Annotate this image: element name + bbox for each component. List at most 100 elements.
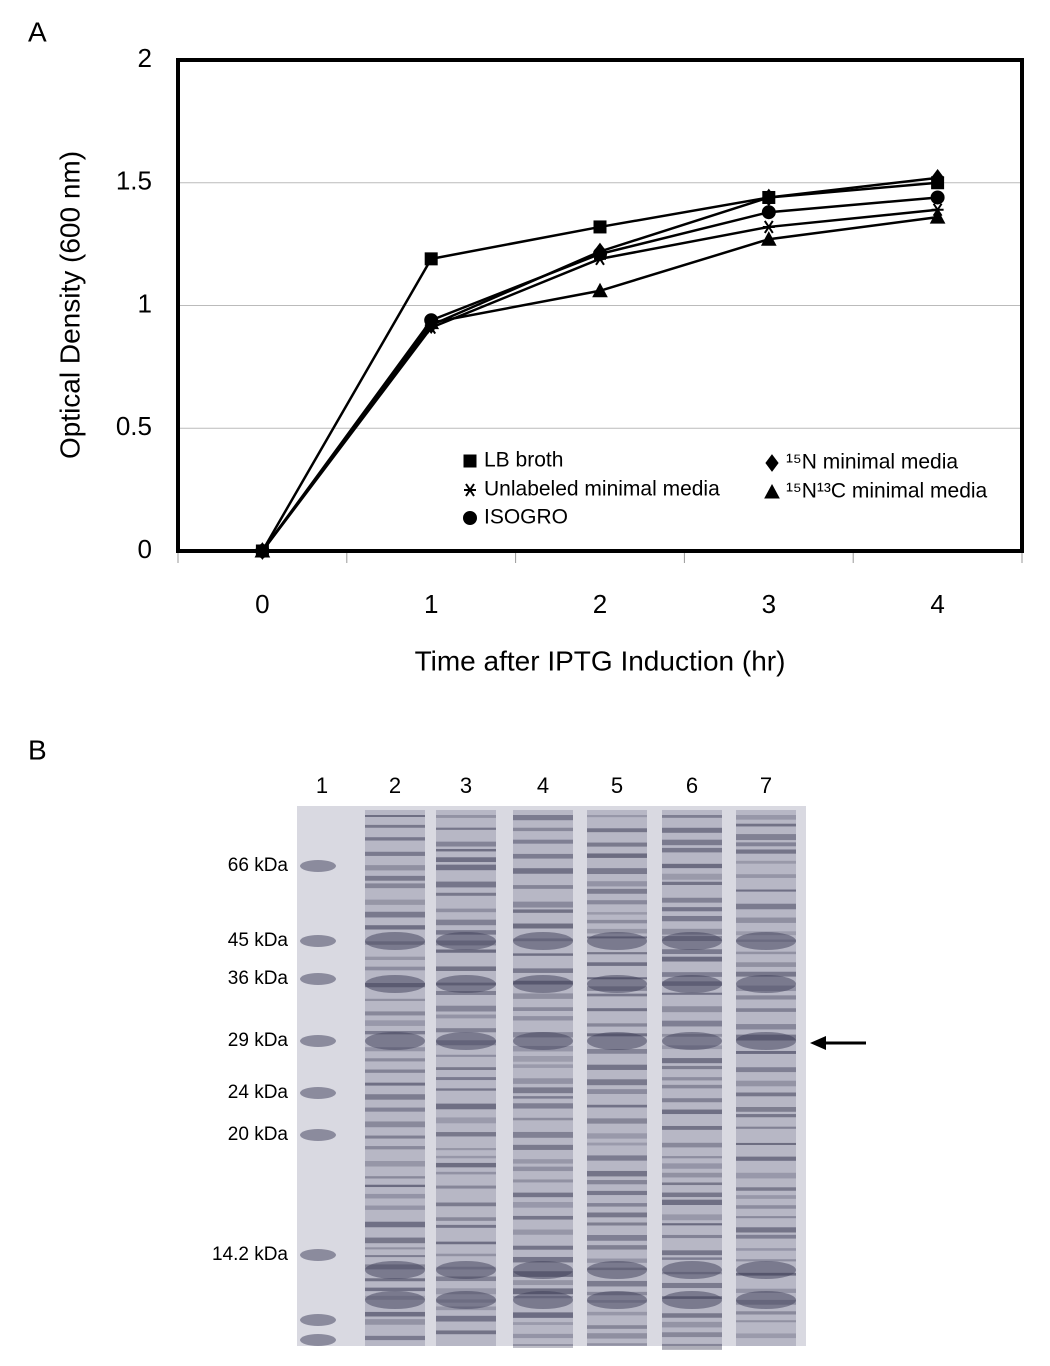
gel-band bbox=[365, 851, 425, 856]
gel-band bbox=[300, 860, 336, 872]
marker bbox=[593, 220, 607, 234]
gel-band bbox=[365, 1205, 425, 1210]
gel-band bbox=[513, 839, 573, 844]
gel-band bbox=[587, 1261, 647, 1279]
gel-band bbox=[662, 881, 722, 885]
gel-band bbox=[587, 1170, 647, 1177]
gel-band bbox=[436, 841, 496, 847]
lane-label: 1 bbox=[316, 773, 328, 798]
gel-lane bbox=[662, 810, 722, 1346]
gel-band bbox=[436, 932, 496, 950]
marker-label: 36 kDa bbox=[228, 968, 289, 989]
gel-band bbox=[587, 1333, 647, 1339]
gel-band bbox=[662, 975, 722, 993]
y-tick-label: 0 bbox=[138, 534, 152, 564]
gel-band bbox=[365, 1032, 425, 1050]
gel-band bbox=[587, 932, 647, 950]
gel-band bbox=[513, 1192, 573, 1198]
panel-label: B bbox=[28, 734, 47, 765]
gel-band bbox=[587, 888, 647, 894]
gel-band bbox=[513, 1280, 573, 1286]
gel-band bbox=[513, 868, 573, 874]
lane-label: 5 bbox=[611, 773, 623, 798]
gel-band bbox=[736, 842, 796, 847]
gel-band bbox=[736, 834, 796, 841]
gel-band bbox=[587, 1049, 647, 1054]
legend-label: Unlabeled minimal media bbox=[484, 478, 720, 501]
gel-band bbox=[736, 1080, 796, 1087]
gel-band bbox=[736, 1311, 796, 1315]
gel-band bbox=[662, 1182, 722, 1186]
gel-band bbox=[736, 1216, 796, 1219]
gel-band bbox=[736, 1114, 796, 1118]
gel-band bbox=[513, 853, 573, 859]
gel-band bbox=[587, 1212, 647, 1218]
gel-lane bbox=[587, 810, 647, 1346]
gel-band bbox=[662, 932, 722, 950]
panel-label: A bbox=[28, 16, 47, 47]
gel-band bbox=[736, 1126, 796, 1129]
gel-band bbox=[662, 1332, 722, 1338]
gel-band bbox=[436, 1291, 496, 1309]
gel-band bbox=[436, 1261, 496, 1279]
gel-band bbox=[436, 1117, 496, 1124]
gel-band bbox=[736, 1261, 796, 1279]
gel-band bbox=[587, 1245, 647, 1250]
gel-band bbox=[513, 932, 573, 950]
marker bbox=[930, 169, 945, 187]
gel-band bbox=[365, 883, 425, 889]
y-tick-label: 1 bbox=[138, 288, 152, 318]
gel-band bbox=[436, 1330, 496, 1335]
gel-band bbox=[587, 1203, 647, 1207]
gel-band bbox=[365, 865, 425, 871]
gel-band bbox=[300, 1087, 336, 1099]
gel-band bbox=[513, 1333, 573, 1339]
gel-band bbox=[587, 881, 647, 887]
gel-band bbox=[736, 1320, 796, 1323]
gel-band bbox=[365, 932, 425, 950]
gel-band bbox=[436, 1148, 496, 1151]
gel-band bbox=[662, 1065, 722, 1070]
gel-band bbox=[662, 956, 722, 962]
marker bbox=[423, 314, 440, 330]
gel-band bbox=[662, 1199, 722, 1205]
gel-band bbox=[662, 1032, 722, 1050]
gel-band bbox=[587, 842, 647, 847]
gel-band bbox=[365, 1311, 425, 1317]
gel-band bbox=[513, 1344, 573, 1348]
gel-band bbox=[513, 923, 573, 929]
x-axis-title: Time after IPTG Induction (hr) bbox=[415, 645, 786, 676]
marker bbox=[762, 220, 775, 234]
gel-band bbox=[436, 1014, 496, 1019]
arrow-head bbox=[810, 1036, 826, 1050]
gel-band bbox=[365, 1107, 425, 1112]
gel-band bbox=[300, 1035, 336, 1047]
gel-band bbox=[587, 1118, 647, 1124]
gel-band bbox=[365, 837, 425, 841]
gel-band bbox=[587, 1311, 647, 1316]
gel-band bbox=[365, 966, 425, 971]
gel-band bbox=[436, 949, 496, 953]
gel-band bbox=[365, 1184, 425, 1188]
gel-band bbox=[365, 911, 425, 918]
legend-marker bbox=[463, 511, 477, 525]
gel-band bbox=[587, 975, 647, 993]
gel-band bbox=[662, 949, 722, 955]
gel-band bbox=[736, 823, 796, 827]
lane-label: 2 bbox=[389, 773, 401, 798]
gel-band bbox=[662, 1250, 722, 1256]
gel-band bbox=[662, 1172, 722, 1178]
y-tick-label: 2 bbox=[138, 43, 152, 73]
gel-band bbox=[365, 1193, 425, 1199]
gel-band bbox=[736, 1172, 796, 1179]
gel-band bbox=[513, 1291, 573, 1309]
gel-band bbox=[662, 1084, 722, 1089]
gel-band bbox=[513, 1103, 573, 1109]
gel-band bbox=[436, 1185, 496, 1189]
gel-band bbox=[513, 1229, 573, 1235]
legend-marker bbox=[463, 454, 477, 468]
gel-image bbox=[297, 806, 806, 1350]
gel-band bbox=[736, 1227, 796, 1233]
gel-band bbox=[513, 1096, 573, 1099]
gel-band bbox=[436, 1224, 496, 1228]
